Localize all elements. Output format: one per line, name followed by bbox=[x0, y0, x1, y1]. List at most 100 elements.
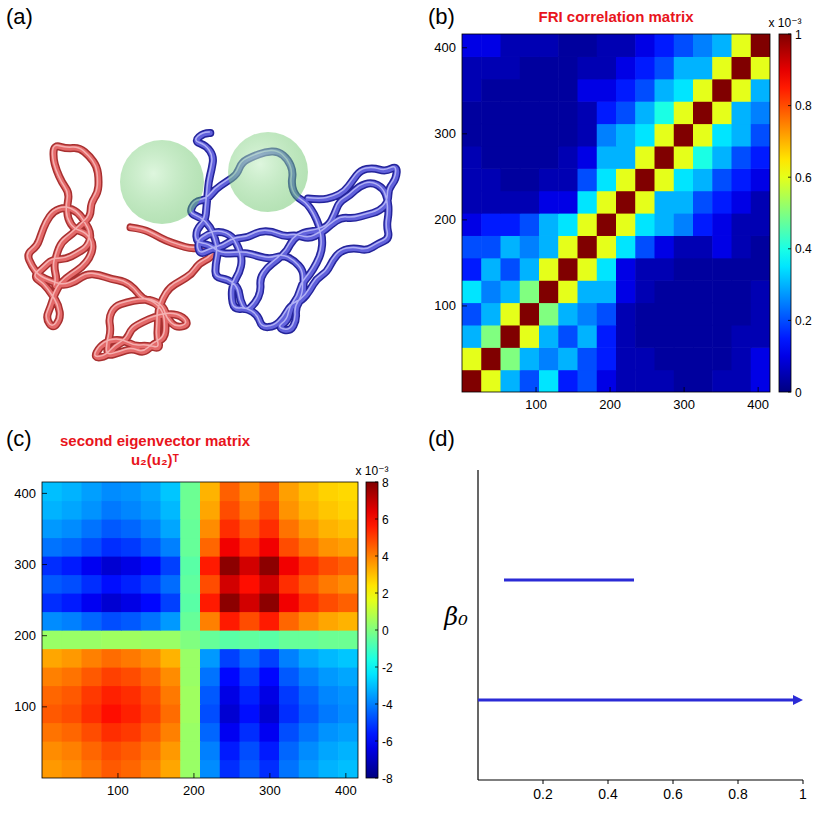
heat-cell bbox=[520, 101, 540, 124]
heat-cell bbox=[520, 34, 540, 57]
heat-cell bbox=[539, 101, 559, 124]
heat-cell bbox=[220, 575, 240, 594]
y-tick bbox=[462, 305, 467, 306]
heat-cell bbox=[501, 146, 521, 169]
heat-cell bbox=[200, 519, 220, 538]
plot-frame bbox=[42, 482, 358, 778]
heat-cell bbox=[220, 630, 240, 649]
panel-title: FRI correlation matrix bbox=[538, 8, 694, 25]
heat-cell bbox=[558, 34, 578, 57]
heat-cell bbox=[338, 723, 358, 742]
heat-cell bbox=[616, 325, 636, 348]
heat-cell bbox=[161, 575, 181, 594]
heat-cell bbox=[259, 538, 279, 557]
heat-cell bbox=[520, 191, 540, 214]
heat-cell bbox=[635, 303, 655, 326]
plot-frame bbox=[462, 34, 770, 392]
heat-cell bbox=[62, 630, 82, 649]
heat-cell bbox=[751, 191, 770, 214]
backbone-highlight bbox=[190, 132, 396, 329]
heat-cell bbox=[62, 704, 82, 723]
heat-cell bbox=[751, 168, 770, 191]
heat-cell bbox=[751, 347, 770, 370]
heat-cell bbox=[693, 258, 713, 281]
colorbar-tick-label: -8 bbox=[382, 772, 393, 786]
heat-cell bbox=[501, 124, 521, 147]
heat-cell bbox=[319, 593, 339, 612]
heat-cell bbox=[141, 482, 161, 501]
heat-cell bbox=[161, 704, 181, 723]
heat-cell bbox=[141, 649, 161, 668]
heat-cell bbox=[141, 667, 161, 686]
heat-cell bbox=[82, 649, 102, 668]
colorbar-tick bbox=[375, 630, 378, 631]
heat-cell bbox=[462, 79, 482, 102]
y-tick bbox=[462, 133, 467, 134]
heat-cell bbox=[732, 280, 752, 303]
heat-cell bbox=[732, 258, 752, 281]
heat-cell bbox=[220, 704, 240, 723]
heat-cell bbox=[520, 258, 540, 281]
heat-cell bbox=[616, 168, 636, 191]
heat-cell bbox=[299, 704, 319, 723]
heat-cell bbox=[635, 168, 655, 191]
heat-cell bbox=[220, 482, 240, 501]
heat-cell bbox=[578, 347, 598, 370]
heat-cell bbox=[693, 370, 713, 392]
heat-cell bbox=[616, 258, 636, 281]
heat-cell bbox=[712, 347, 732, 370]
heat-cell bbox=[520, 124, 540, 147]
heat-cell bbox=[180, 593, 200, 612]
heat-cell bbox=[616, 101, 636, 124]
heat-cell bbox=[82, 501, 102, 520]
heat-cell bbox=[481, 168, 501, 191]
heat-cell bbox=[319, 538, 339, 557]
y-tick-label: 100 bbox=[14, 699, 36, 714]
heat-cell bbox=[635, 56, 655, 79]
heat-cell bbox=[674, 370, 694, 392]
heat-cell bbox=[121, 630, 141, 649]
heat-cell bbox=[712, 168, 732, 191]
heat-cell bbox=[259, 630, 279, 649]
heat-cell bbox=[338, 649, 358, 668]
heat-cell bbox=[319, 723, 339, 742]
colorbar-tick-label: -2 bbox=[382, 661, 393, 675]
heat-cell bbox=[180, 649, 200, 668]
heat-cell bbox=[539, 258, 559, 281]
y-axis-title: β₀ bbox=[443, 603, 468, 631]
heat-cell bbox=[42, 538, 62, 557]
heat-cell bbox=[279, 538, 299, 557]
heat-cell bbox=[674, 56, 694, 79]
heatmap-panel: 10020030040010020030040000.20.40.60.81x … bbox=[434, 8, 812, 412]
x-tick-label: 300 bbox=[259, 783, 281, 798]
heat-cell bbox=[674, 258, 694, 281]
heat-cell bbox=[481, 56, 501, 79]
heat-cell bbox=[299, 556, 319, 575]
heat-cell bbox=[82, 612, 102, 631]
heat-cell bbox=[299, 760, 319, 779]
heat-cell bbox=[82, 704, 102, 723]
heat-cell bbox=[481, 79, 501, 102]
heat-cell bbox=[462, 370, 482, 392]
heat-cell bbox=[101, 741, 121, 760]
heat-cell bbox=[578, 34, 598, 57]
heat-cell bbox=[655, 370, 675, 392]
heat-cell bbox=[558, 79, 578, 102]
x-tick bbox=[543, 780, 544, 784]
heat-cell bbox=[520, 168, 540, 191]
heat-cell bbox=[141, 630, 161, 649]
heat-cell bbox=[693, 347, 713, 370]
heat-cell bbox=[299, 649, 319, 668]
heat-cell bbox=[121, 575, 141, 594]
heat-cell bbox=[259, 649, 279, 668]
heat-cell bbox=[82, 538, 102, 557]
heat-cell bbox=[655, 101, 675, 124]
x-tick bbox=[117, 773, 118, 778]
panel-label: (d) bbox=[428, 426, 455, 451]
heat-cell bbox=[42, 612, 62, 631]
heat-cell bbox=[462, 191, 482, 214]
heat-cell bbox=[200, 630, 220, 649]
heatmap-panel: 100200300400100200300400-8-6-4-202468x 1… bbox=[14, 432, 393, 798]
heat-cell bbox=[501, 347, 521, 370]
heat-cell bbox=[616, 34, 636, 57]
